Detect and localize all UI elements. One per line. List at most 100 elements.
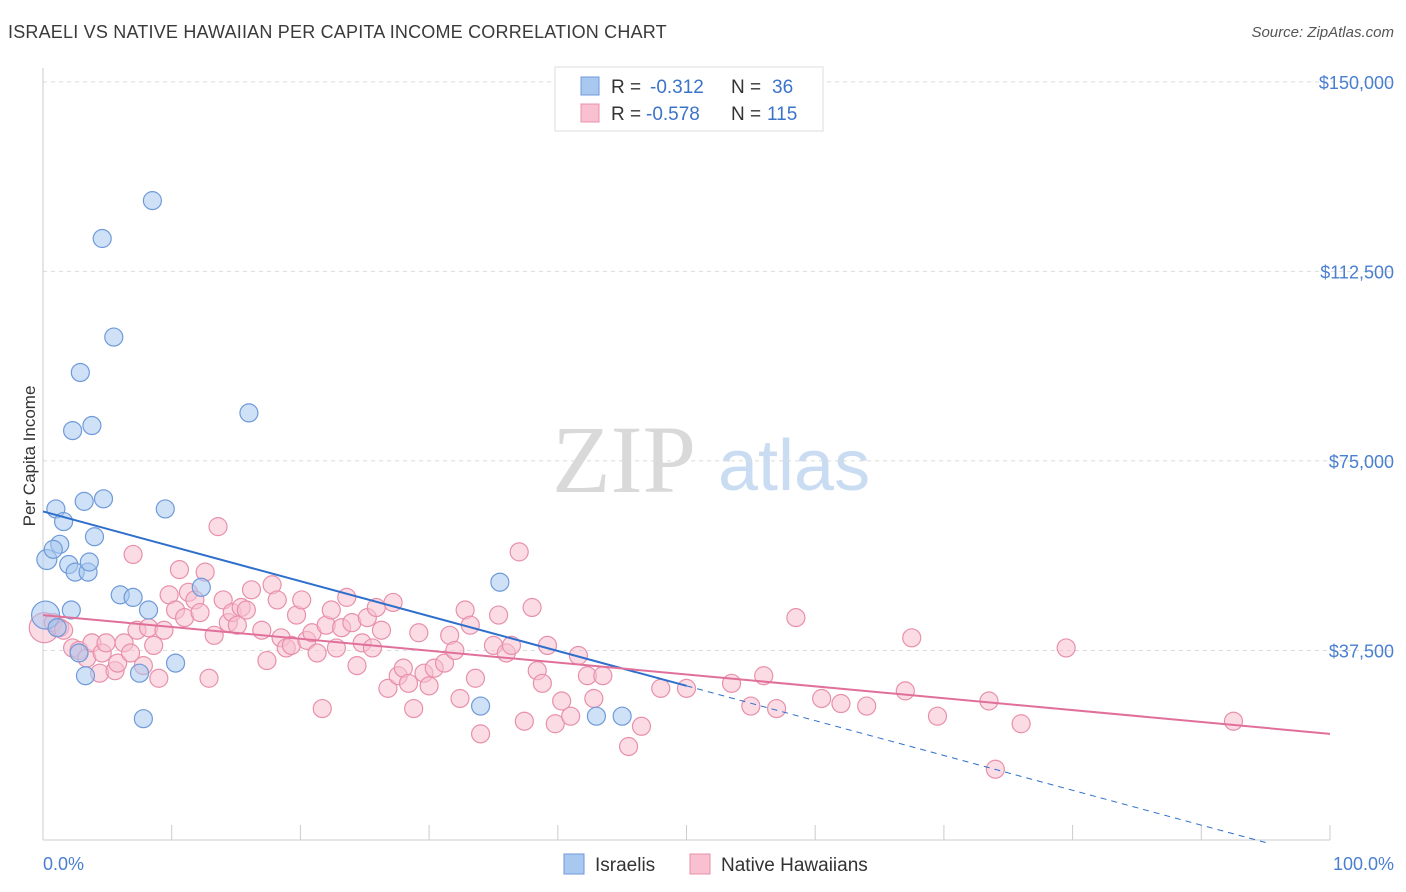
- data-point: [545, 714, 565, 734]
- data-point: [84, 527, 105, 547]
- data-point: [108, 653, 128, 673]
- x-tick-label-left: 0.0%: [43, 854, 84, 874]
- data-point: [552, 691, 572, 711]
- data-point: [321, 600, 341, 620]
- data-point: [593, 666, 613, 686]
- data-point: [138, 600, 159, 620]
- regression-lines: [42, 510, 1331, 844]
- data-point: [612, 706, 632, 726]
- data-point: [149, 668, 169, 688]
- data-point: [144, 635, 164, 656]
- data-point: [1056, 638, 1076, 658]
- data-point: [69, 643, 89, 663]
- data-point: [586, 706, 607, 726]
- data-point: [409, 623, 429, 643]
- top-legend: R = -0.312 N = 36 R = -0.578 N = 115: [554, 66, 824, 132]
- data-point: [470, 724, 491, 744]
- data-point: [895, 681, 915, 701]
- y-tick-label: $37,500: [1329, 641, 1394, 661]
- data-point: [47, 618, 67, 638]
- data-point: [120, 643, 141, 663]
- data-point: [155, 499, 175, 519]
- data-point: [721, 673, 742, 693]
- bottom-legend: Israelis Native Hawaiians: [563, 853, 868, 876]
- data-point: [831, 693, 851, 714]
- data-point: [204, 625, 224, 645]
- data-point: [927, 706, 948, 726]
- data-point: [169, 559, 190, 580]
- legend-swatch-native-hawaiians: [580, 103, 600, 123]
- grid-lines: [43, 81, 1395, 651]
- data-point: [651, 678, 671, 698]
- data-point: [123, 544, 143, 565]
- legend-r-label-2: R =: [611, 104, 641, 125]
- data-point: [371, 620, 392, 640]
- legend-r-label-1: R =: [611, 77, 641, 98]
- chart-source: Source: ZipAtlas.com: [1251, 24, 1394, 41]
- data-point: [509, 542, 529, 562]
- data-point: [812, 688, 832, 709]
- data-point: [490, 572, 510, 592]
- data-point: [236, 600, 256, 620]
- data-point: [522, 597, 542, 618]
- legend-n-value-1: 36: [772, 77, 793, 98]
- data-point: [307, 643, 327, 663]
- data-point: [618, 736, 639, 757]
- series-israelis: [30, 191, 632, 729]
- data-point: [1223, 711, 1244, 731]
- data-point: [584, 688, 604, 709]
- regression-line-native-hawaiians: [42, 614, 1331, 735]
- legend-r-value-2: -0.578: [646, 104, 700, 125]
- data-point: [561, 706, 581, 726]
- data-point: [53, 511, 74, 532]
- watermark-zip: ZIP: [552, 406, 696, 513]
- data-point: [74, 491, 94, 511]
- regression-line-israelis: [42, 510, 687, 687]
- data-point: [450, 688, 470, 709]
- data-point: [191, 577, 211, 597]
- data-point: [190, 602, 210, 623]
- legend-n-value-2: 115: [767, 104, 797, 125]
- bottom-legend-swatch-native-hawaiians: [689, 853, 711, 875]
- data-point: [470, 696, 491, 716]
- legend-r-value-1: -0.312: [650, 77, 704, 98]
- bottom-legend-swatch-israelis: [563, 853, 585, 875]
- data-point: [267, 590, 287, 610]
- data-point: [312, 698, 332, 719]
- data-point: [79, 552, 99, 572]
- data-point: [741, 696, 761, 716]
- data-point: [208, 517, 228, 537]
- data-point: [398, 673, 419, 693]
- bottom-legend-label-israelis: Israelis: [595, 855, 655, 876]
- data-point: [133, 709, 153, 729]
- bottom-legend-label-native-hawaiians: Native Hawaiians: [721, 855, 868, 876]
- data-point: [82, 415, 102, 436]
- data-point: [70, 362, 90, 383]
- chart-title: ISRAELI VS NATIVE HAWAIIAN PER CAPITA IN…: [8, 22, 667, 42]
- legend-n-label-2: N =: [731, 104, 761, 125]
- data-point: [434, 653, 455, 673]
- data-point: [786, 608, 806, 628]
- data-point: [488, 605, 509, 625]
- data-point: [239, 403, 259, 423]
- data-point: [362, 638, 383, 658]
- legend-swatch-israelis: [580, 76, 600, 96]
- y-axis-label: Per Capita Income: [20, 386, 39, 527]
- data-point: [75, 666, 96, 686]
- data-point: [445, 640, 465, 661]
- data-point: [123, 587, 143, 607]
- data-point: [378, 678, 398, 698]
- data-point: [857, 696, 877, 716]
- data-point: [465, 668, 486, 688]
- data-point: [154, 620, 174, 640]
- watermark-atlas: atlas: [718, 426, 870, 506]
- data-point: [104, 327, 124, 347]
- data-point: [92, 228, 112, 249]
- y-tick-labels: $37,500 $75,000 $112,500 $150,000: [1319, 73, 1394, 662]
- data-point: [165, 653, 186, 673]
- data-point: [93, 489, 114, 509]
- axes: [42, 68, 1331, 841]
- data-point: [199, 668, 219, 688]
- data-point: [142, 191, 162, 211]
- legend-box: [554, 66, 824, 132]
